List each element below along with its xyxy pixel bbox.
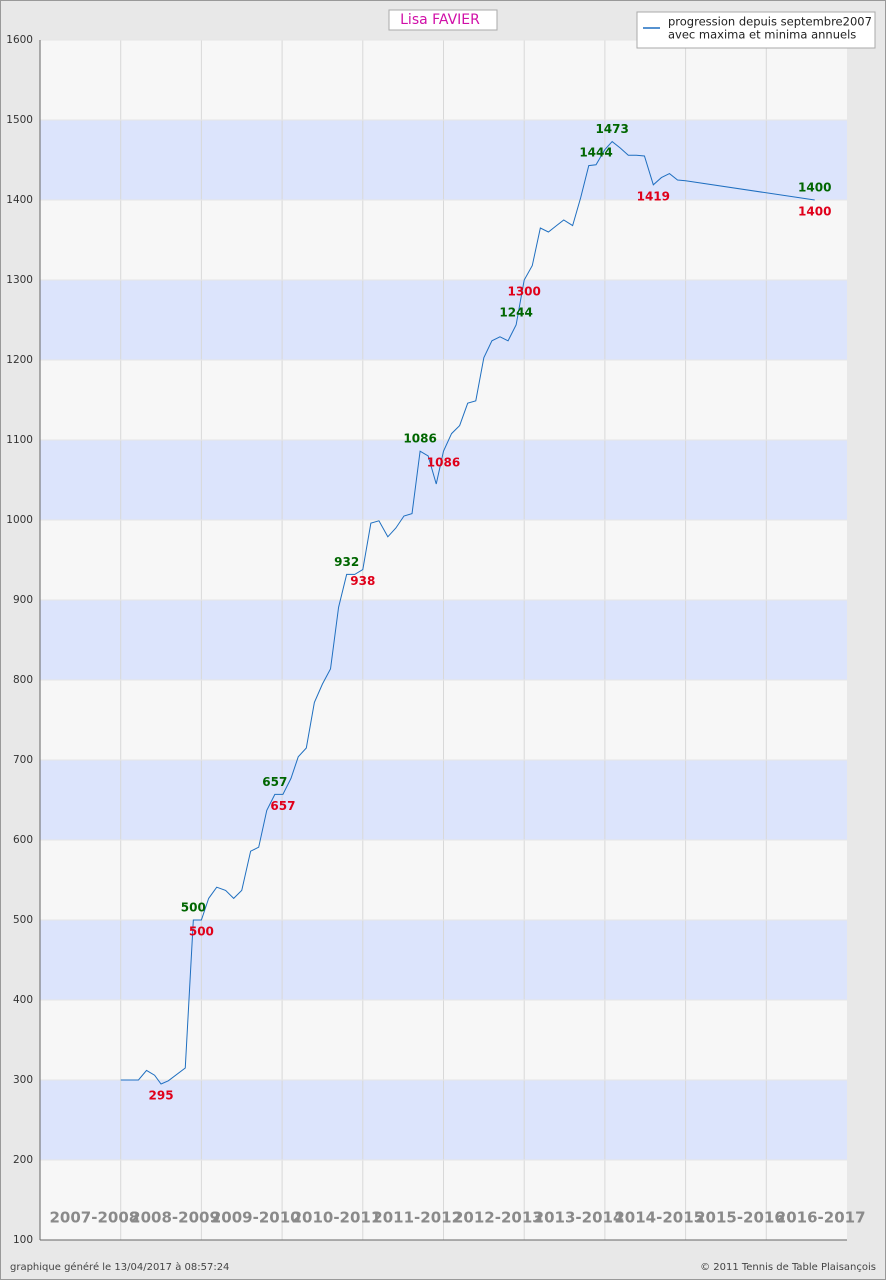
y-tick-label: 800 [13,674,33,686]
x-tick-label: 2011-2012 [372,1209,462,1227]
y-tick-label: 500 [13,914,33,926]
x-tick-label: 2008-2009 [130,1209,220,1227]
x-tick-label: 2007-2008 [49,1209,139,1227]
min-label: 295 [149,1089,174,1103]
max-label: 500 [181,901,206,915]
min-label: 1086 [427,456,460,470]
footer-left: graphique généré le 13/04/2017 à 08:57:2… [10,1261,229,1273]
min-label: 1300 [507,285,540,299]
plot-area [39,39,847,1241]
legend-note: avec maxima et minima annuels [668,28,856,42]
min-label: 1400 [798,205,831,219]
x-tick-label: 2014-2015 [614,1209,704,1227]
y-tick-label: 900 [13,594,33,606]
y-tick-label: 700 [13,754,33,766]
x-tick-label: 2010-2011 [292,1209,382,1227]
max-label: 1444 [579,145,612,159]
y-tick-label: 1200 [6,354,33,366]
max-label: 657 [262,775,287,789]
y-tick-label: 600 [13,834,33,846]
x-tick-label: 2016-2017 [776,1209,866,1227]
x-tick-label: 2015-2016 [695,1209,785,1227]
y-tick-label: 300 [13,1074,33,1086]
x-tick-label: 2012-2013 [453,1209,543,1227]
y-tick-label: 1100 [6,434,33,446]
max-label: 1086 [403,432,436,446]
chart-title: Lisa FAVIER [400,12,480,28]
min-label: 1419 [637,189,670,203]
x-tick-label: 2009-2010 [211,1209,301,1227]
legend-box [636,11,876,49]
max-label: 1400 [798,181,831,195]
x-tick-label: 2013-2014 [534,1209,624,1227]
series-line [120,140,815,1085]
y-tick-label: 1000 [6,514,33,526]
min-label: 938 [350,574,375,588]
y-tick-label: 1400 [6,194,33,206]
max-label: 1244 [499,305,532,319]
y-tick-label: 1600 [6,34,33,46]
y-tick-label: 400 [13,994,33,1006]
y-tick-label: 200 [13,1154,33,1166]
y-tick-label: 100 [13,1234,33,1246]
min-label: 657 [270,799,295,813]
title-box [388,9,498,31]
footer-right: © 2011 Tennis de Table Plaisançois [700,1262,876,1273]
legend-label: progression depuis septembre2007 [668,15,872,29]
y-tick-label: 1500 [6,114,33,126]
y-tick-label: 1300 [6,274,33,286]
max-label: 932 [334,555,359,569]
min-label: 500 [189,925,214,939]
max-label: 1473 [595,122,628,136]
